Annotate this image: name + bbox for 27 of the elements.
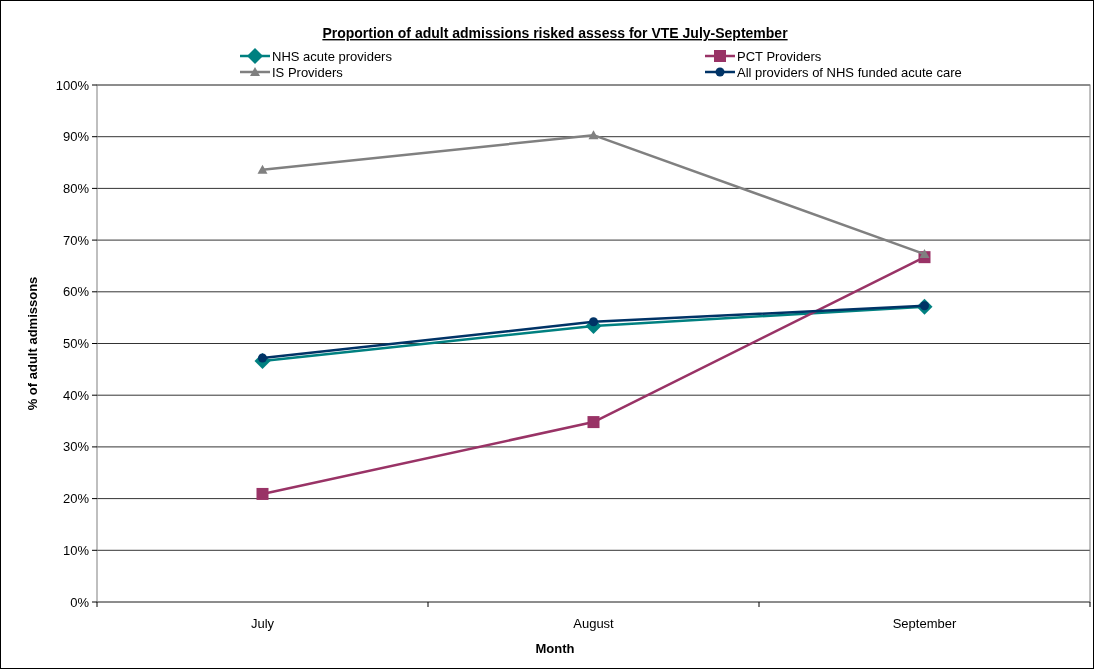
y-tick-label: 100% (55, 77, 90, 93)
legend-label: IS Providers (272, 64, 344, 80)
y-tick-label: 80% (62, 180, 90, 196)
y-tick-label: 0% (70, 594, 90, 610)
y-tick-label: 10% (62, 542, 90, 558)
x-tick-label: September (892, 616, 957, 631)
point (587, 416, 600, 429)
y-tick-label: 90% (62, 129, 90, 145)
legend-label: All providers of NHS funded acute care (737, 64, 962, 80)
y-tick-label: 20% (62, 491, 90, 507)
point (589, 317, 598, 327)
y-tick-label: 30% (62, 439, 90, 455)
x-tick-label: July (250, 616, 275, 631)
y-axis-title: % of adult admissons (25, 276, 40, 411)
y-tick-label: 40% (62, 387, 90, 403)
point (257, 164, 268, 174)
point (919, 249, 930, 259)
x-axis-title: Month (535, 641, 575, 656)
x-tick-label: August (573, 616, 615, 631)
point (256, 487, 269, 500)
legend-label: NHS acute providers (272, 48, 393, 64)
y-tick-label: 50% (62, 336, 90, 352)
legend-label: PCT Providers (737, 48, 822, 64)
chart-title: Proportion of adult admissions risked assess for VTE July-September (322, 25, 789, 41)
y-tick-label: 70% (62, 232, 90, 248)
y-tick-label: 60% (62, 284, 90, 300)
point (588, 130, 599, 140)
